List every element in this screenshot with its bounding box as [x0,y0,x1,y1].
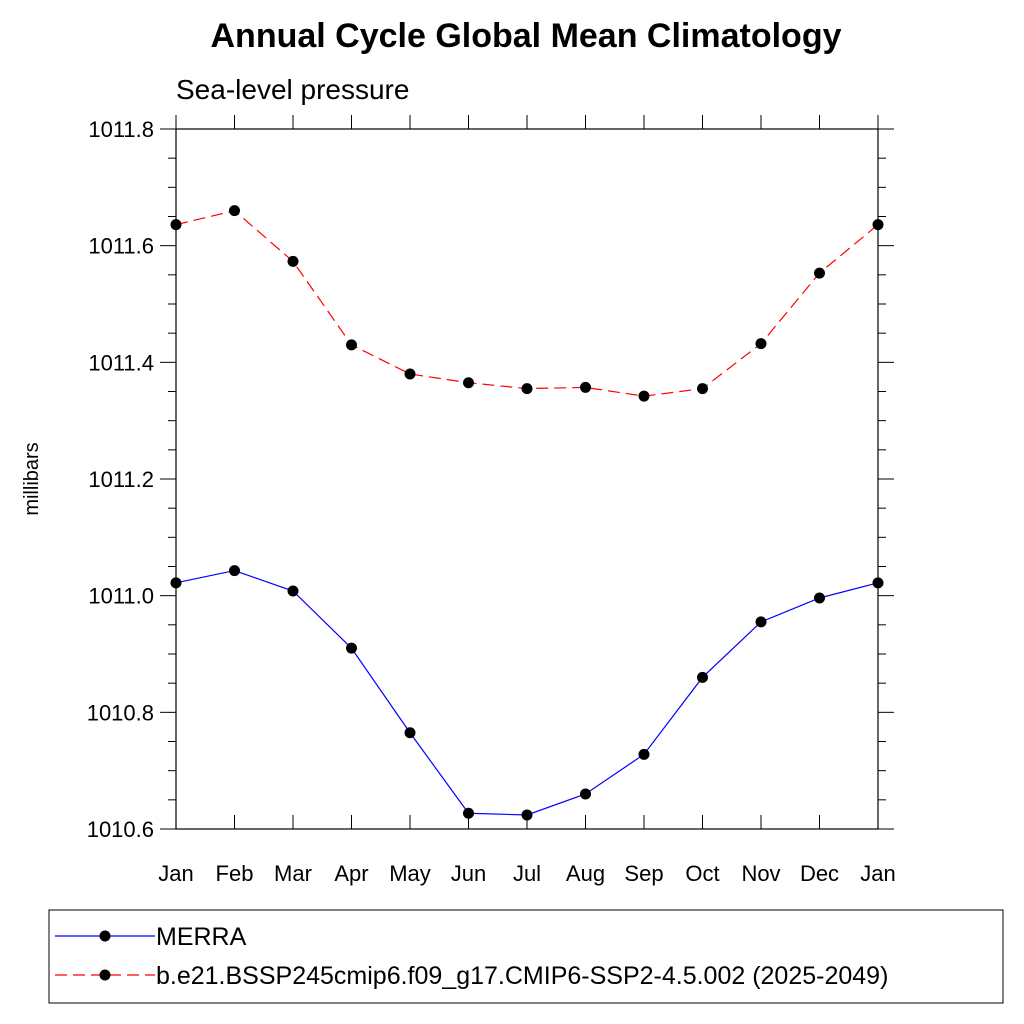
data-point [287,255,299,267]
x-tick-label: Jul [513,861,541,886]
x-tick-label: Mar [274,861,312,886]
x-tick-labels: Jan Feb Mar Apr May Jun Jul Aug Sep Oct Nov Dec Jan [158,861,895,886]
data-point [463,807,474,819]
data-point [755,338,767,350]
x-tick-label: Dec [800,861,839,886]
chart-title: Annual Cycle Global Mean Climatology [211,17,842,55]
data-point [638,748,650,760]
x-tick-label: Jan [860,861,895,886]
legend-swatch-marker [99,969,111,981]
data-point [229,565,240,577]
data-point [521,383,533,395]
data-point [697,671,708,683]
legend: MERRA b.e21.BSSP245cmip6.f09_g17.CMIP6-SS… [55,923,888,990]
data-point [404,727,416,739]
legend-box [48,909,1004,1004]
y-tick-label: 1011.4 [88,350,154,375]
series-line [175,210,879,397]
x-tick-label: Feb [216,861,254,886]
y-axis-label: millibars [21,442,43,515]
x-tick-label: Aug [566,861,605,886]
plot-frame [175,128,879,830]
y-tick-label: 1011.6 [88,234,154,259]
legend-entry-label: b.e21.BSSP245cmip6.f09_g17.CMIP6-SSP2-4.… [156,962,888,990]
x-tick-label: Sep [624,861,663,886]
series-2 [170,205,884,402]
data-point [872,219,884,231]
data-point [580,788,591,800]
x-tick-label: Oct [685,861,719,886]
data-point [872,577,884,589]
y-tick-label: 1010.6 [87,817,154,842]
y-tick-label: 1011.0 [88,584,154,609]
data-point [814,592,825,604]
data-point [170,219,182,231]
x-tick-label: Apr [334,861,368,886]
data-point [697,383,708,395]
y-tick-labels: 1010.6 1010.8 1011.0 1011.2 1011.4 1011.6 1011… [87,117,154,842]
series-line [175,569,879,816]
data-point [638,390,650,402]
x-tick-label: Nov [741,861,780,886]
y-tick-label: 1011.2 [88,467,154,492]
data-point [229,205,240,217]
x-tick-label: May [389,861,431,886]
data-point [463,377,474,389]
data-point [814,267,825,279]
y-tick-label: 1010.8 [87,700,154,725]
data-point [170,577,182,589]
data-point [346,339,357,351]
data-point [521,809,533,821]
x-tick-label: Jun [451,861,486,886]
data-point [755,616,767,628]
data-point [404,368,416,380]
series-1 [170,565,884,821]
x-tick-label: Jan [158,861,193,886]
chart-subtitle: Sea-level pressure [176,74,409,105]
legend-swatch-marker [99,930,111,942]
data-point [580,381,591,393]
y-tick-label: 1011.8 [88,117,154,142]
axis-ticks [160,115,894,830]
series-layer [170,205,884,821]
legend-entry-label: MERRA [156,923,247,951]
data-point [287,585,299,597]
data-point [346,642,357,654]
